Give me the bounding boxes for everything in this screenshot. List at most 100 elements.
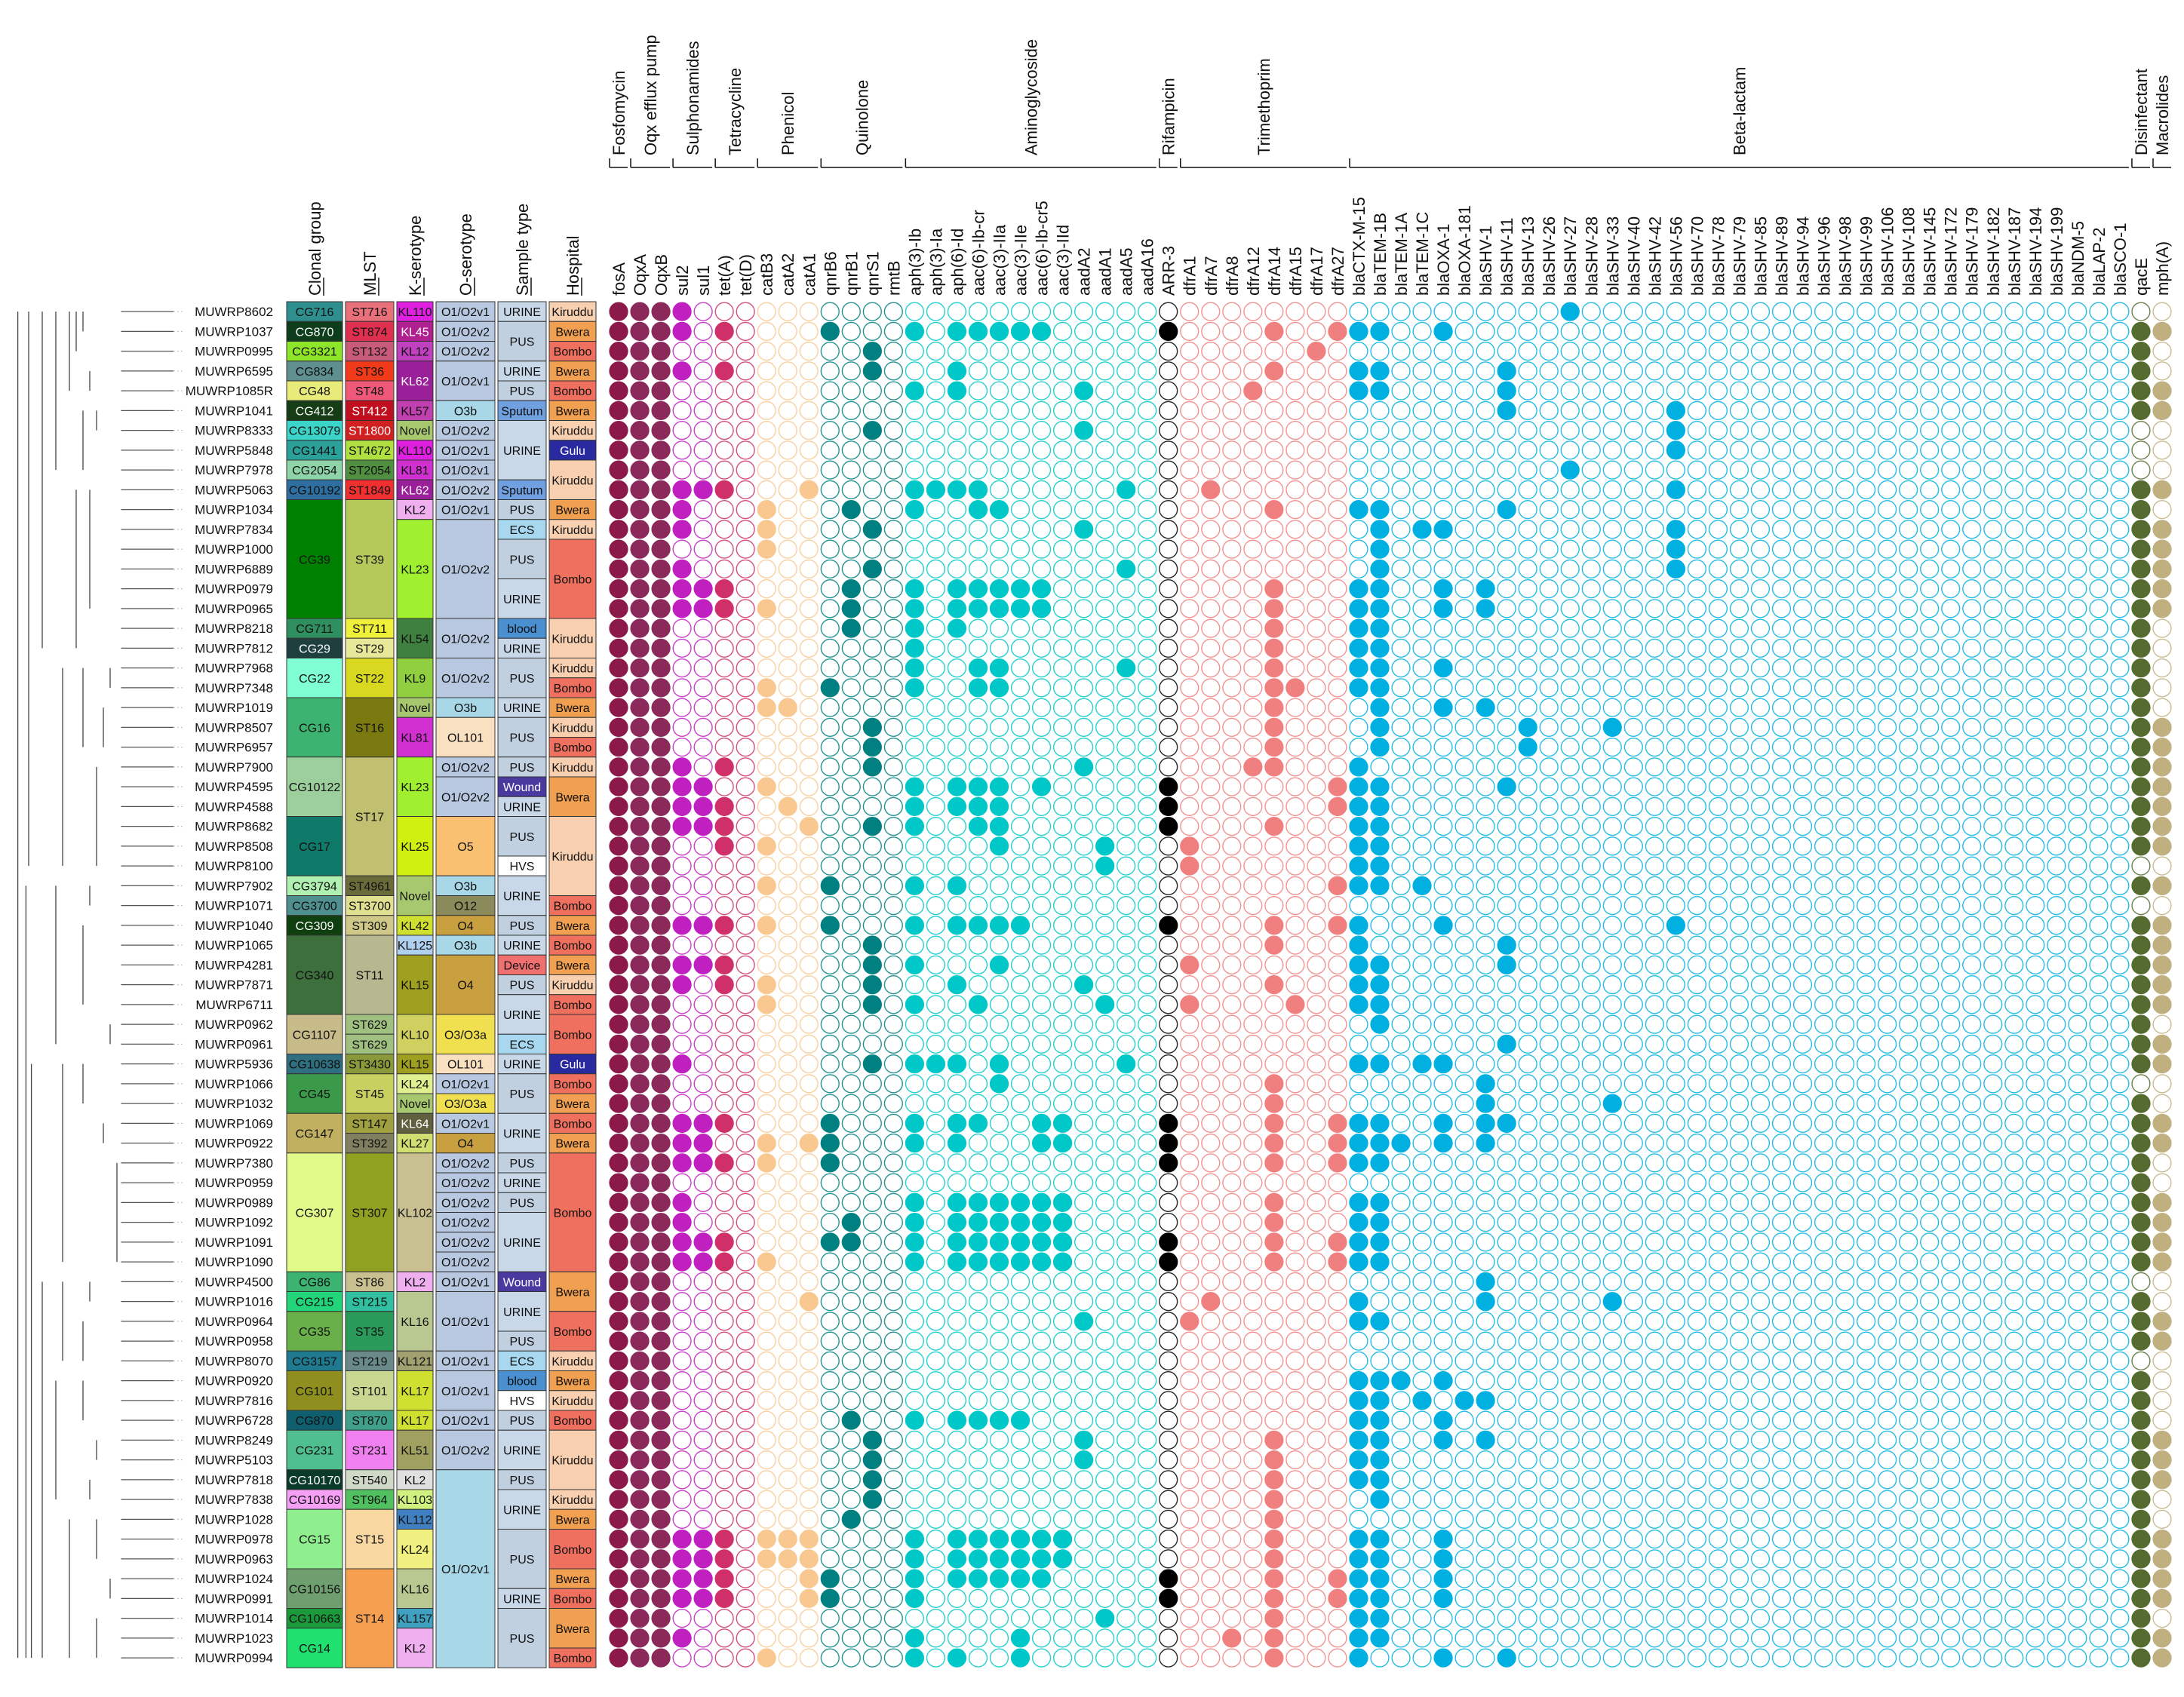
gene-absent-dot	[1750, 717, 1771, 738]
gene-absent-dot	[778, 916, 797, 935]
gene-absent-dot	[1159, 1549, 1178, 1569]
gene-absent-dot	[1560, 421, 1580, 440]
gene-present-dot	[1010, 1529, 1031, 1549]
gene-absent-dot	[1581, 1351, 1601, 1370]
gene-present-dot	[1117, 658, 1136, 678]
annotation-cell-o_serotype	[435, 341, 496, 362]
gene-absent-dot	[1286, 777, 1305, 796]
gene-present-dot	[630, 777, 650, 796]
gene-absent-dot	[1687, 1430, 1707, 1450]
annotation-label-hospital: Bombo	[554, 1208, 592, 1220]
gene-absent-dot	[1602, 1470, 1622, 1490]
annotation-label-sample_type: PUS	[510, 673, 535, 686]
gene-absent-dot	[1222, 321, 1242, 342]
gene-absent-dot	[778, 1648, 797, 1668]
gene-absent-dot	[799, 1608, 819, 1628]
gene-absent-dot	[1856, 381, 1876, 400]
gene-present-dot	[672, 599, 692, 618]
gene-absent-dot	[1095, 757, 1115, 777]
gene-present-dot	[630, 421, 650, 440]
gene-absent-dot	[1117, 1232, 1136, 1252]
gene-absent-dot	[1602, 480, 1622, 500]
annotation-cell-mlst	[345, 1370, 395, 1411]
gene-present-dot	[1433, 520, 1453, 539]
gene-absent-dot	[1117, 698, 1136, 717]
gene-absent-dot	[1729, 1608, 1749, 1628]
annotation-label-clonal_group: CG10156	[289, 1583, 341, 1596]
gene-absent-dot	[1328, 698, 1347, 717]
gene-absent-dot	[757, 480, 776, 500]
gene-absent-dot	[1687, 1370, 1707, 1391]
gene-absent-dot	[1539, 1490, 1559, 1509]
gene-absent-dot	[841, 1014, 861, 1034]
isolate-label: MUWRP5063	[195, 483, 273, 497]
gene-present-dot	[1370, 1192, 1390, 1212]
gene-absent-dot	[1729, 1094, 1749, 1113]
gene-absent-dot	[799, 1173, 819, 1192]
gene-absent-dot	[1222, 421, 1242, 440]
gene-present-dot	[651, 955, 671, 974]
gene-absent-dot	[1286, 1272, 1305, 1291]
gene-absent-dot	[1645, 1153, 1664, 1173]
gene-present-dot	[1074, 1430, 1094, 1450]
gene-absent-dot	[820, 302, 840, 321]
gene-header: aadA2	[1075, 247, 1094, 296]
gene-absent-dot	[1792, 480, 1813, 500]
gene-absent-dot	[1412, 1252, 1432, 1272]
gene-absent-dot	[883, 1608, 903, 1628]
gene-absent-dot	[1454, 559, 1474, 579]
gene-absent-dot	[926, 1133, 946, 1153]
gene-absent-dot	[1201, 500, 1221, 520]
gene-absent-dot	[1095, 658, 1115, 678]
gene-absent-dot	[1180, 520, 1200, 539]
gene-absent-dot	[1814, 1232, 1834, 1252]
gene-absent-dot	[1750, 876, 1771, 895]
gene-present-dot	[1010, 1648, 1031, 1668]
gene-present-dot	[1497, 935, 1516, 955]
gene-absent-dot	[1645, 1094, 1664, 1113]
gene-absent-dot	[1623, 579, 1643, 599]
gene-absent-dot	[1518, 1569, 1537, 1588]
gene-present-dot	[1412, 1054, 1432, 1074]
gene-absent-dot	[1645, 1450, 1664, 1470]
gene-absent-dot	[862, 1588, 882, 1608]
gene-absent-dot	[1835, 757, 1855, 777]
gene-present-dot	[1370, 638, 1390, 658]
gene-absent-dot	[1560, 520, 1580, 539]
gene-present-dot	[1370, 1014, 1390, 1034]
gene-absent-dot	[1581, 1430, 1601, 1450]
gene-absent-dot	[841, 1133, 861, 1153]
annotation-header: O-serotype	[456, 213, 475, 296]
gene-absent-dot	[1814, 579, 1834, 599]
gene-absent-dot	[1454, 698, 1474, 717]
gene-absent-dot	[1814, 1113, 1834, 1133]
annotation-label-o_serotype: O1/O2v2	[441, 1237, 490, 1250]
annotation-label-sample_type: URINE	[503, 940, 541, 953]
annotation-cell-hospital	[548, 697, 597, 718]
gene-absent-dot	[1602, 935, 1622, 955]
gene-absent-dot	[1412, 1034, 1432, 1054]
gene-absent-dot	[1497, 895, 1516, 916]
gene-absent-dot	[1349, 1490, 1368, 1509]
gene-present-dot	[630, 856, 650, 876]
gene-absent-dot	[989, 1173, 1009, 1192]
gene-absent-dot	[1433, 421, 1453, 440]
gene-absent-dot	[693, 757, 713, 777]
gene-absent-dot	[883, 1549, 903, 1569]
gene-absent-dot	[1581, 698, 1601, 717]
gene-absent-dot	[1560, 1212, 1580, 1232]
gene-present-dot	[630, 638, 650, 658]
gene-absent-dot	[757, 1034, 776, 1054]
gene-absent-dot	[1518, 1430, 1537, 1450]
gene-header: blaNDM-5	[2069, 221, 2087, 296]
gene-absent-dot	[714, 777, 734, 796]
gene-absent-dot	[968, 1133, 988, 1153]
isolate-label: MUWRP7348	[195, 681, 273, 695]
gene-present-dot	[1074, 1450, 1094, 1470]
annotation-cell-sample_type	[497, 974, 547, 996]
gene-absent-dot	[1814, 1430, 1834, 1450]
gene-absent-dot	[1052, 400, 1073, 421]
annotation-cell-sample_type	[497, 1172, 547, 1193]
gene-absent-dot	[1031, 361, 1052, 381]
